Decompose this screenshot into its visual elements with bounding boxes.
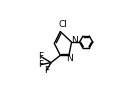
Text: F: F: [44, 66, 49, 75]
Text: F: F: [39, 60, 44, 69]
Text: Cl: Cl: [58, 20, 67, 29]
Text: F: F: [39, 52, 44, 61]
Text: N: N: [66, 54, 73, 63]
Text: N: N: [71, 36, 78, 45]
